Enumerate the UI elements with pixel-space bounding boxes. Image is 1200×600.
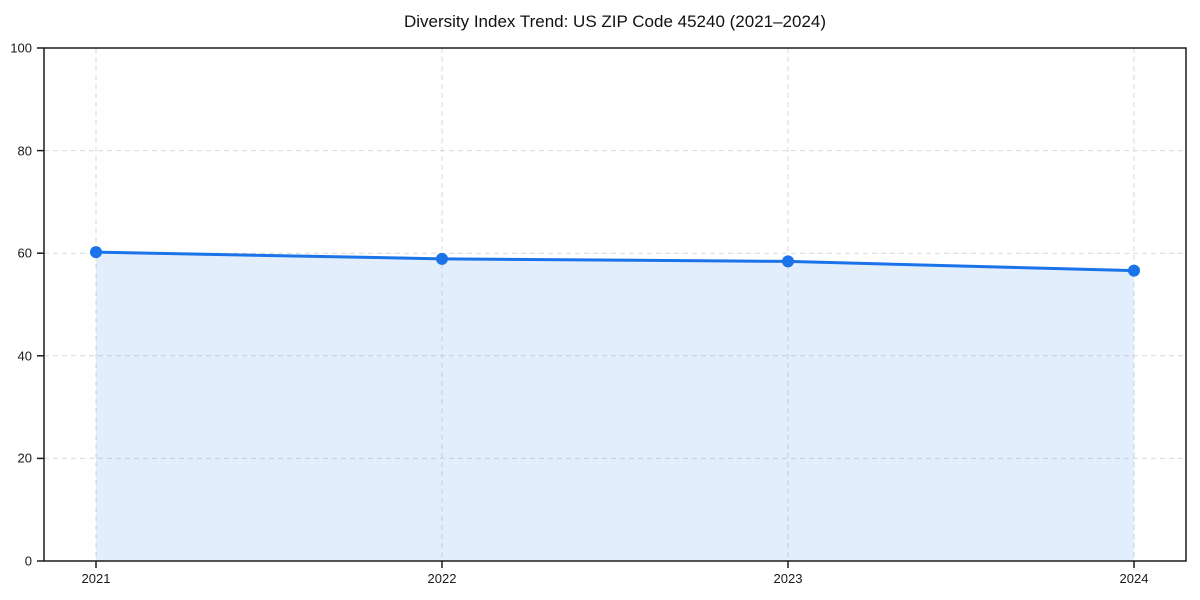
y-tick-label: 100	[10, 40, 32, 56]
chart-title: Diversity Index Trend: US ZIP Code 45240…	[403, 12, 827, 31]
x-tick-label: 2023	[773, 571, 803, 586]
data-point-marker	[1128, 264, 1140, 277]
x-tick-label: 2024	[1119, 571, 1149, 586]
data-point-marker	[436, 252, 448, 265]
y-tick-label: 80	[17, 143, 32, 159]
area-fill	[96, 252, 1134, 561]
y-tick-label: 20	[17, 450, 32, 466]
y-tick-label: 40	[17, 348, 32, 364]
trend-line	[94, 250, 1136, 273]
x-tick-label: 2022	[427, 571, 457, 586]
y-tick-label: 60	[17, 245, 32, 261]
plot-border	[43, 47, 1187, 562]
data-point-marker	[90, 246, 102, 259]
x-tick-label: 2021	[81, 571, 111, 586]
data-point-marker	[782, 255, 794, 268]
y-tick-label: 0	[24, 553, 32, 569]
